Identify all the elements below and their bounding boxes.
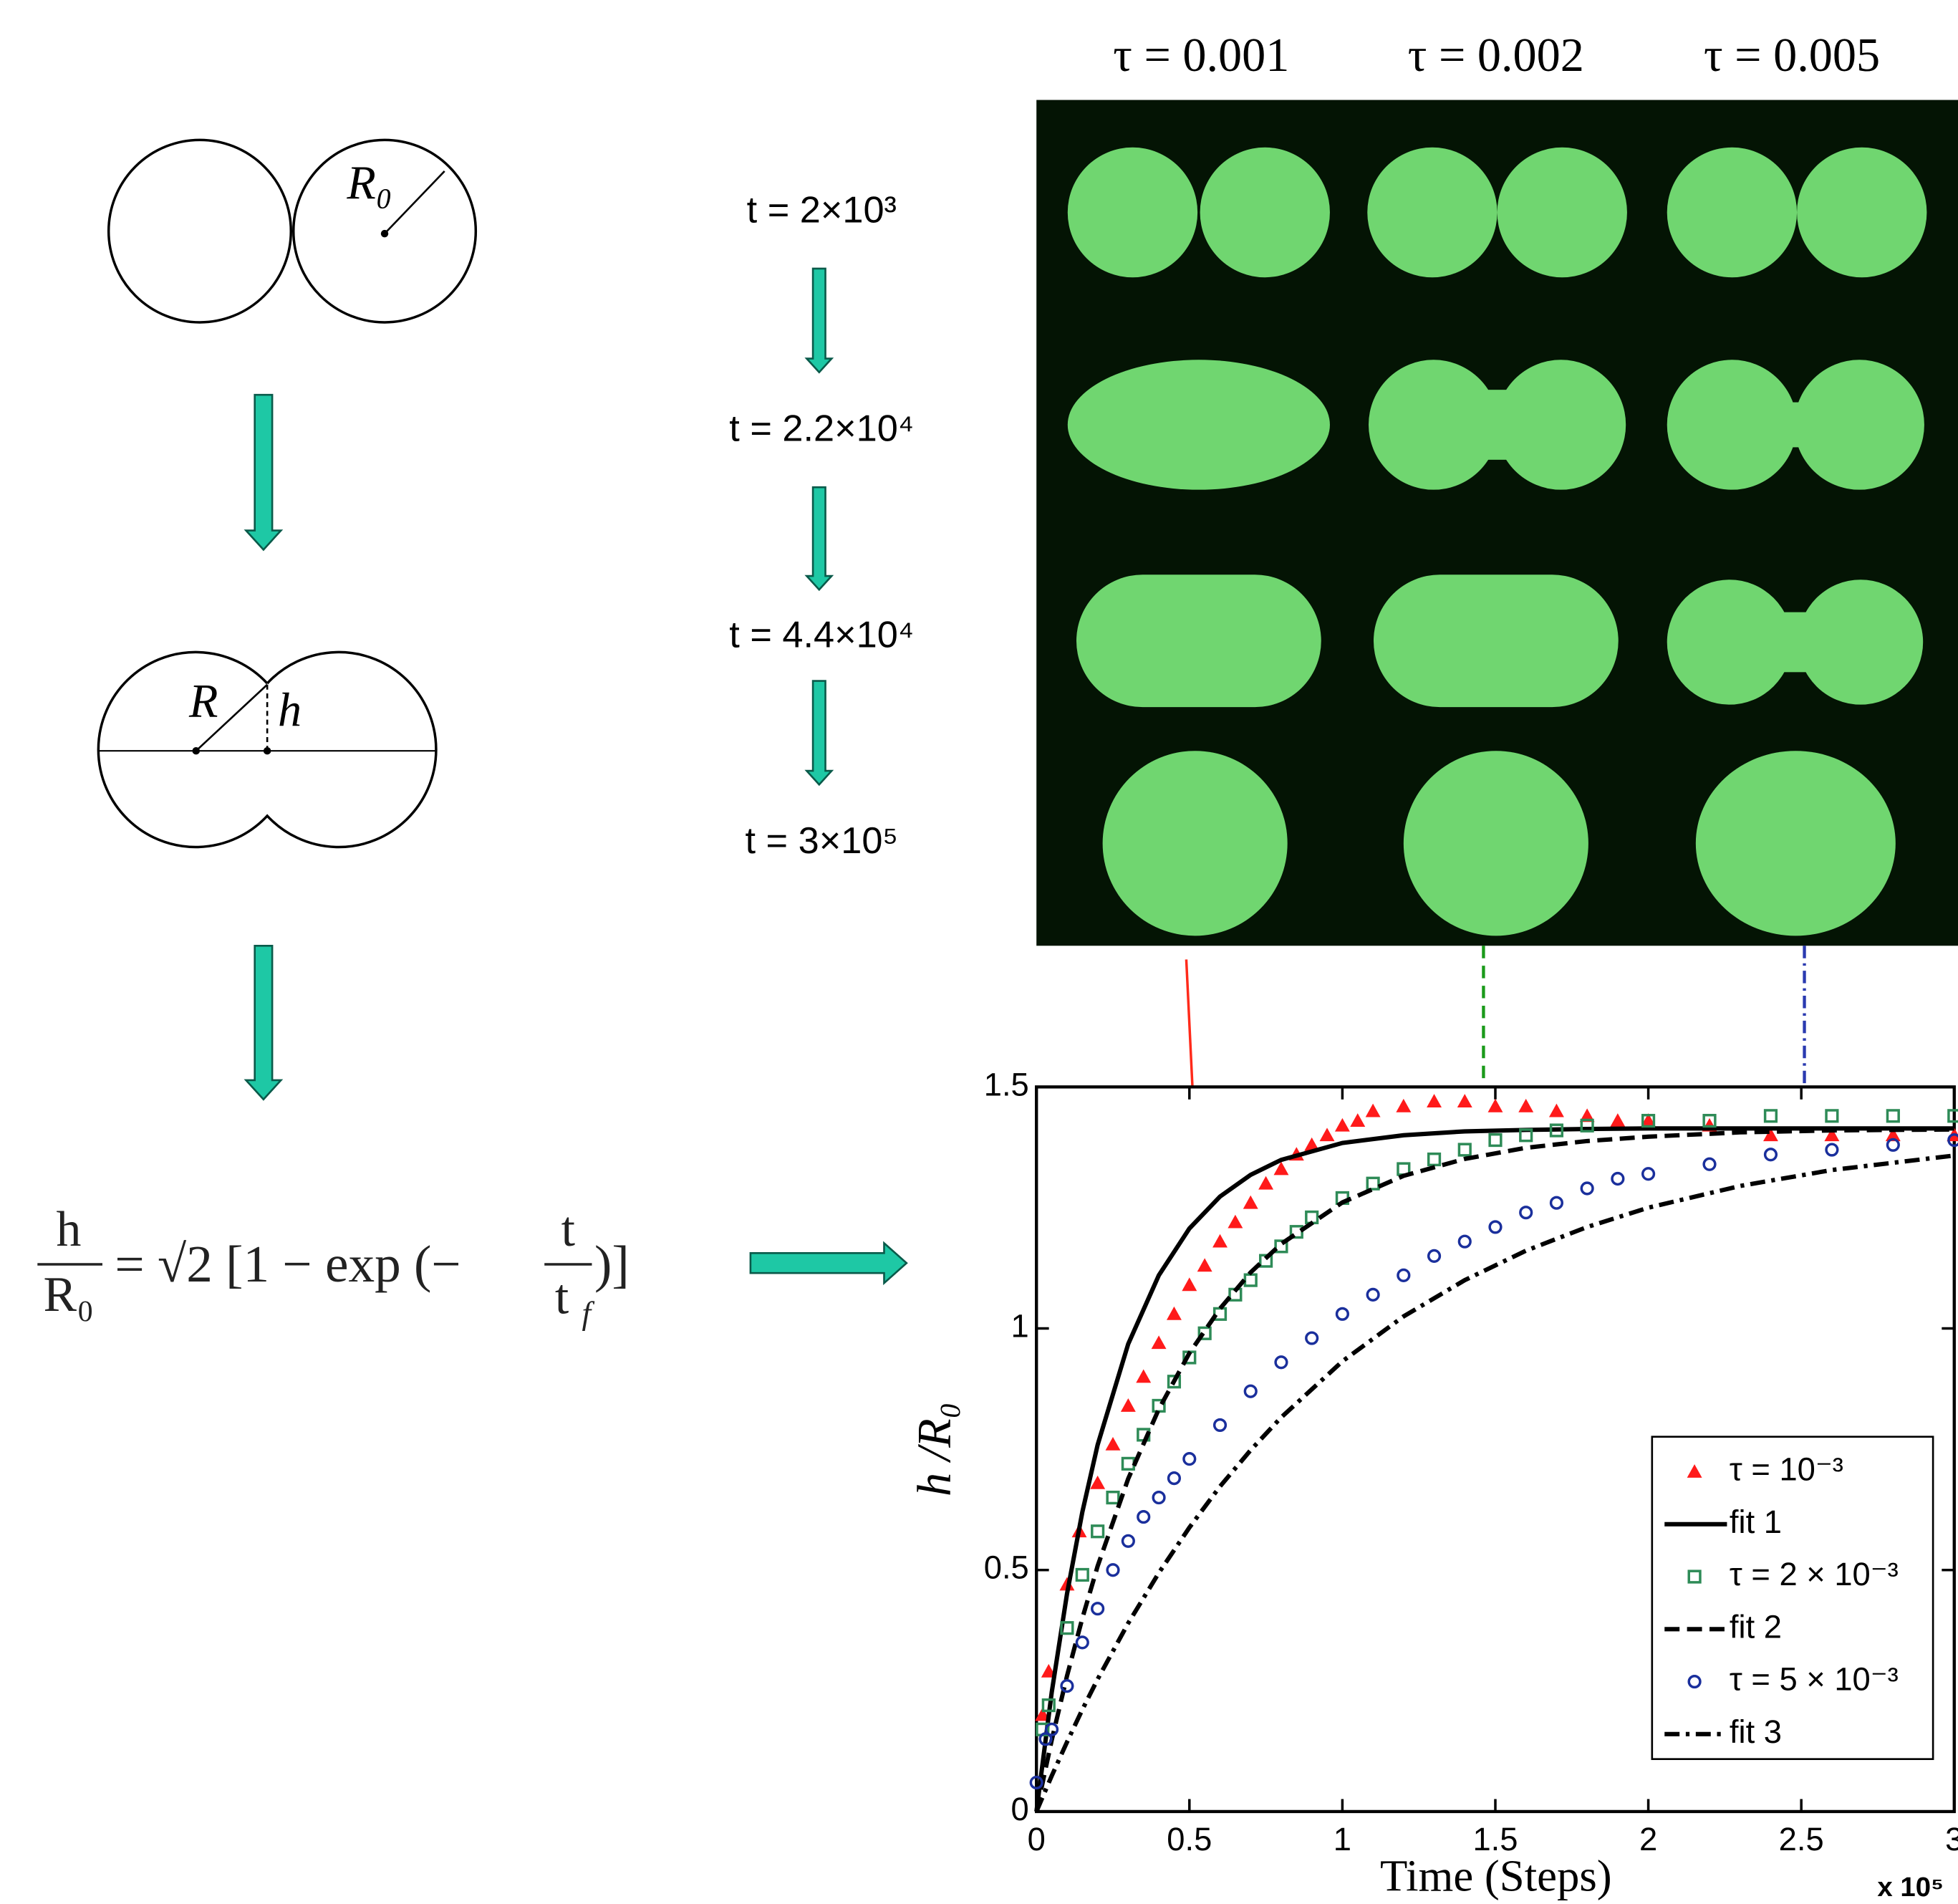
center-dot xyxy=(264,747,271,754)
figure: R₀ R h h R₀ = √2 [1 − exp (− t t f )] t … xyxy=(0,0,1958,1904)
x-tick-label: 1 xyxy=(1334,1821,1351,1857)
panel-title: τ = 0.005 xyxy=(1704,29,1880,82)
x-tick-label: 0 xyxy=(1028,1821,1046,1857)
center-dot xyxy=(381,230,388,237)
y-tick-label: 0 xyxy=(1011,1791,1029,1827)
formula-prefix: = √2 [1 − exp (− xyxy=(115,1235,460,1293)
radius0-label: R₀ xyxy=(346,157,392,209)
formula-num: t xyxy=(561,1202,575,1257)
legend: τ = 10⁻³ fit 1 τ = 2 × 10⁻³ fit 2 τ = 5 × 10… xyxy=(1652,1437,1933,1759)
legend-label: fit 1 xyxy=(1730,1504,1782,1540)
y-axis-title: h /R₀ xyxy=(908,1402,960,1496)
legend-label: fit 3 xyxy=(1730,1713,1782,1750)
formula-den-sub: f xyxy=(582,1296,595,1332)
time-label: t = 2.2×10⁴ xyxy=(729,408,914,450)
x-scale-label: x 10⁵ xyxy=(1877,1872,1944,1903)
chart: Time (Steps) x 10⁵ h /R₀ 0 0.5 1 1.5 2 2.5 3 0 0… xyxy=(908,1066,1958,1903)
formula-suffix: )] xyxy=(594,1235,630,1293)
x-tick-label: 0.5 xyxy=(1167,1821,1212,1857)
radius-line xyxy=(385,171,445,234)
legend-label: τ = 2 × 10⁻³ xyxy=(1730,1556,1899,1592)
y-tick-label: 0.5 xyxy=(984,1549,1029,1586)
arrow xyxy=(751,1243,907,1283)
neck-label: h xyxy=(278,684,302,736)
formula-num: h xyxy=(56,1202,81,1257)
x-tick-label: 3 xyxy=(1945,1821,1958,1857)
y-tick-label: 1 xyxy=(1011,1308,1029,1345)
formula: h R₀ = √2 [1 − exp (− t t f )] xyxy=(37,1202,629,1332)
time-label: t = 3×10⁵ xyxy=(746,820,899,862)
x-axis-title: Time (Steps) xyxy=(1380,1850,1612,1900)
arrow xyxy=(246,395,281,549)
legend-label: fit 2 xyxy=(1730,1608,1782,1645)
y-tick-label: 1.5 xyxy=(984,1066,1029,1102)
time-label: t = 4.4×10⁴ xyxy=(729,614,914,655)
page: {"diagram":{"radius0_label":"R₀","radius… xyxy=(0,0,1958,1904)
formula-den: t xyxy=(555,1269,569,1324)
arrow xyxy=(246,946,281,1100)
x-tick-label: 2 xyxy=(1639,1821,1657,1857)
panel-title: τ = 0.001 xyxy=(1113,29,1289,82)
center-dot xyxy=(193,747,200,754)
arrow xyxy=(806,681,831,785)
radius-label: R xyxy=(188,675,218,728)
time-label: t = 2×10³ xyxy=(747,189,897,231)
legend-label: τ = 10⁻³ xyxy=(1730,1451,1843,1488)
legend-label: τ = 5 × 10⁻³ xyxy=(1730,1661,1899,1698)
formula-den: R₀ xyxy=(43,1267,94,1322)
x-tick-label: 1.5 xyxy=(1472,1821,1518,1857)
arrow xyxy=(806,269,831,372)
arrow xyxy=(806,487,831,590)
x-tick-label: 2.5 xyxy=(1779,1821,1824,1857)
droplet-schematic xyxy=(98,140,476,847)
droplet xyxy=(109,140,291,322)
panel-title: τ = 0.002 xyxy=(1408,29,1584,82)
